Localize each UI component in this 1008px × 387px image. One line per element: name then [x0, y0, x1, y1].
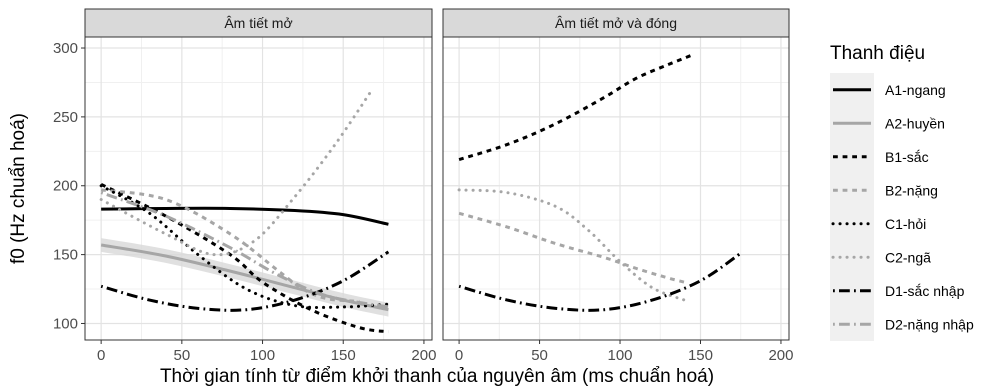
- legend-item: B2-nặng: [830, 173, 938, 207]
- y-tick-label: 250: [53, 109, 78, 126]
- series-line-D2-nặng-nhập: [100, 191, 389, 309]
- x-tick-label: 50: [173, 347, 190, 364]
- x-tick-label: 100: [608, 347, 633, 364]
- facet-strip-label: Âm tiết mở và đóng: [555, 15, 677, 31]
- series-line-C1-hỏi: [99, 184, 390, 309]
- x-tick-label: 50: [531, 347, 548, 364]
- x-tick-label: 0: [97, 347, 105, 364]
- series-line-B1-sắc: [458, 53, 693, 162]
- legend-title: Thanh điệu: [830, 43, 925, 64]
- legend-label: B2-nặng: [885, 182, 938, 198]
- x-tick-label: 100: [250, 347, 275, 364]
- legend-item: D1-sắc nhập: [830, 274, 965, 308]
- y-tick-label: 100: [53, 315, 78, 332]
- facet-panel-2: Âm tiết mở và đóng 0 50 100 150 200: [442, 8, 793, 364]
- y-tick-label: 150: [53, 247, 78, 264]
- legend-label: C2-ngã: [885, 249, 931, 265]
- series-line-B1-sắc: [100, 183, 389, 334]
- series-group: [99, 87, 390, 334]
- series-line-A1-ngang: [101, 206, 389, 226]
- legend: Thanh điệu A1-ngang A2-huyền B1-sắc B2-nặng C…: [830, 43, 974, 341]
- panel-border: [442, 36, 790, 341]
- legend-item: A1-ngang: [830, 73, 946, 107]
- legend-label: D1-sắc nhập: [885, 283, 965, 299]
- y-axis-title: f0 (Hz chuẩn hoá): [8, 113, 29, 264]
- x-tick-label: 200: [768, 347, 793, 364]
- facet-strip-label: Âm tiết mở: [224, 15, 292, 31]
- y-tick-label: 200: [53, 178, 78, 195]
- legend-item: A2-huyền: [830, 106, 945, 140]
- facet-strip: [442, 8, 790, 38]
- legend-item: C2-ngã: [830, 240, 931, 274]
- x-tick-label: 0: [455, 347, 463, 364]
- x-axis-title: Thời gian tính từ điểm khởi thanh của ng…: [160, 366, 714, 387]
- legend-label: A1-ngang: [885, 82, 946, 98]
- legend-label: D2-nặng nhập: [885, 316, 974, 332]
- legend-item: D2-nặng nhập: [830, 307, 974, 341]
- legend-item: C1-hỏi: [830, 207, 926, 241]
- facet-strip: [84, 8, 433, 38]
- x-tick-label: 150: [688, 347, 713, 364]
- y-tick-label: 300: [53, 40, 78, 57]
- legend-item: B1-sắc: [830, 140, 929, 174]
- series-line-B2-nặng: [458, 211, 685, 284]
- legend-label: A2-huyền: [885, 115, 945, 131]
- x-tick-label: 150: [331, 347, 356, 364]
- series-line-C2-ngã: [457, 188, 686, 302]
- series-line-D1-sắc-nhập: [458, 251, 742, 312]
- facet-panel-1: Âm tiết mở 0 50 100 150 200 100 150 200 250 300: [53, 8, 436, 364]
- series-line-D1-sắc-nhập: [100, 250, 390, 312]
- legend-label: B1-sắc: [885, 149, 929, 165]
- series-group: [457, 53, 742, 312]
- panel-border: [84, 36, 433, 341]
- x-tick-label: 200: [411, 347, 436, 364]
- legend-label: C1-hỏi: [885, 216, 926, 232]
